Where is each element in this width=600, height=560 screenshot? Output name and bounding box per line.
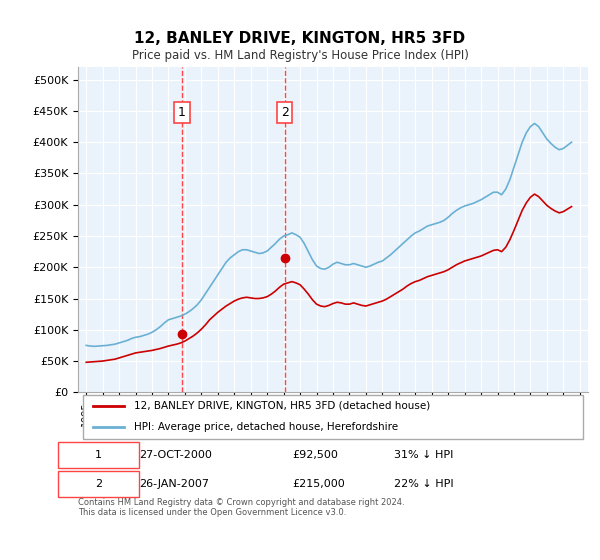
Text: 12, BANLEY DRIVE, KINGTON, HR5 3FD (detached house): 12, BANLEY DRIVE, KINGTON, HR5 3FD (deta… [134, 401, 430, 411]
Text: 2: 2 [281, 106, 289, 119]
FancyBboxPatch shape [58, 471, 139, 497]
Text: 2: 2 [95, 479, 102, 489]
FancyBboxPatch shape [58, 442, 139, 468]
Text: 22% ↓ HPI: 22% ↓ HPI [394, 479, 454, 489]
FancyBboxPatch shape [83, 395, 583, 438]
Text: £215,000: £215,000 [292, 479, 345, 489]
Text: HPI: Average price, detached house, Herefordshire: HPI: Average price, detached house, Here… [134, 422, 398, 432]
Text: 31% ↓ HPI: 31% ↓ HPI [394, 450, 454, 460]
Text: Contains HM Land Registry data © Crown copyright and database right 2024.
This d: Contains HM Land Registry data © Crown c… [78, 498, 404, 517]
Text: 26-JAN-2007: 26-JAN-2007 [139, 479, 209, 489]
Text: 1: 1 [178, 106, 186, 119]
Text: 27-OCT-2000: 27-OCT-2000 [139, 450, 212, 460]
Text: 12, BANLEY DRIVE, KINGTON, HR5 3FD: 12, BANLEY DRIVE, KINGTON, HR5 3FD [134, 31, 466, 46]
Text: £92,500: £92,500 [292, 450, 338, 460]
Text: 1: 1 [95, 450, 102, 460]
Text: Price paid vs. HM Land Registry's House Price Index (HPI): Price paid vs. HM Land Registry's House … [131, 49, 469, 62]
